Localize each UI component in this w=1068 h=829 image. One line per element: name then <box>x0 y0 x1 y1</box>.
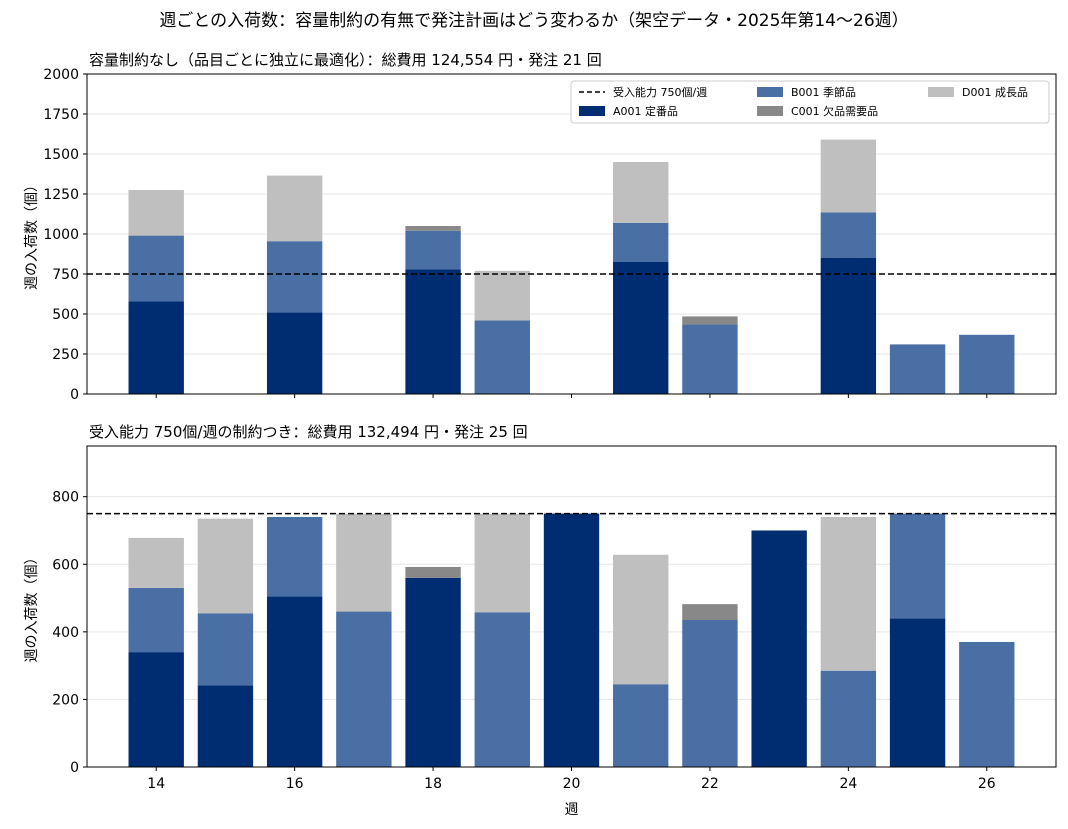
bar-segment <box>820 212 877 258</box>
y-tick-label: 500 <box>52 307 79 323</box>
x-tick-label: 16 <box>286 776 304 792</box>
bar-segment <box>751 530 807 767</box>
bar-segment <box>266 241 323 313</box>
x-tick-label: 20 <box>563 776 581 792</box>
y-tick-label: 1000 <box>43 227 79 243</box>
bar-segment <box>613 554 669 685</box>
bar-segment <box>682 316 738 325</box>
y-tick-label: 1500 <box>43 147 79 163</box>
panel-title: 容量制約なし（品目ごとに独立に最適化）：総費用 124,554 円・発注 21 … <box>89 51 602 69</box>
bar-segment <box>820 258 877 394</box>
y-tick-label: 2000 <box>43 67 79 83</box>
bar-segment <box>405 226 461 231</box>
legend-item: D001 成長品 <box>928 86 1028 99</box>
bar-segment <box>820 516 877 671</box>
bar-segment <box>959 641 1015 767</box>
figure-suptitle: 週ごとの入荷数：容量制約の有無で発注計画はどう変わるか（架空データ・2025年第… <box>159 10 908 31</box>
bar-segment <box>820 139 877 213</box>
legend-item: C001 欠品需要品 <box>757 104 878 118</box>
legend-label: C001 欠品需要品 <box>791 104 878 118</box>
bar-segment <box>613 162 669 223</box>
bar-segment <box>889 618 946 767</box>
y-tick-label: 400 <box>52 625 79 641</box>
bar-segment <box>128 537 184 588</box>
y-tick-label: 0 <box>70 760 79 776</box>
bar-segment <box>128 190 184 236</box>
y-tick-label: 750 <box>52 267 79 283</box>
y-tick-label: 1750 <box>43 107 79 123</box>
bar-segment <box>197 613 254 686</box>
legend-swatch <box>928 87 954 97</box>
bar-segment <box>266 312 323 394</box>
panel-1: 0 250 500 750 1000 1250 1500 1750 2000 容量制約なし（品目ご… <box>24 51 1057 403</box>
legend-label: D001 成長品 <box>962 86 1028 99</box>
bar-segment <box>266 175 323 242</box>
y-axis-label: 週の入荷数（個） <box>24 178 40 290</box>
legend-swatch <box>757 106 783 116</box>
x-axis-label: 週 <box>565 802 579 818</box>
bar-segment <box>474 320 530 394</box>
x-tick-label: 26 <box>978 776 996 792</box>
bar-segment <box>474 513 530 613</box>
legend-swatch <box>757 87 783 97</box>
y-tick-label: 800 <box>52 490 79 506</box>
bar-segment <box>613 684 669 767</box>
bar-segment <box>613 262 669 394</box>
legend-item: 受入能力 750個/週 <box>579 85 707 99</box>
x-tick-label: 14 <box>147 776 165 792</box>
bar-segment <box>197 518 254 614</box>
panel-2: 0 200 400 600 800 14 16 18 20 22 24 26 受入能力 750個/週の制… <box>24 423 1057 818</box>
y-tick-label: 600 <box>52 557 79 573</box>
y-tick-label: 1250 <box>43 187 79 203</box>
bar-segment <box>889 344 946 394</box>
bar-segment <box>128 587 184 653</box>
bar-segment <box>336 611 392 767</box>
bar-segment <box>959 334 1015 394</box>
bar-segment <box>128 301 184 394</box>
bar-segment <box>266 596 323 767</box>
legend-item: A001 定番品 <box>579 104 678 118</box>
legend: 受入能力 750個/週 A001 定番品 B001 季節品 C001 欠品需要品 D00… <box>570 80 1050 124</box>
y-tick-label: 0 <box>70 387 79 403</box>
panel-title: 受入能力 750個/週の制約つき：総費用 132,494 円・発注 25 回 <box>89 423 528 441</box>
bar-segment <box>682 324 738 394</box>
y-tick-label: 200 <box>52 692 79 708</box>
y-tick-label: 250 <box>52 347 79 363</box>
bar-segment <box>474 270 530 321</box>
y-axis-label: 週の入荷数（個） <box>24 551 40 663</box>
x-tick-label: 24 <box>839 776 857 792</box>
bar-segment <box>474 612 530 767</box>
bar-segment <box>682 620 738 767</box>
bar-segment <box>405 566 461 578</box>
legend-label: B001 季節品 <box>791 85 856 99</box>
bar-segment <box>336 513 392 612</box>
bar-segment <box>128 235 184 302</box>
legend-swatch <box>579 106 605 116</box>
bar-segment <box>405 230 461 270</box>
legend-label: 受入能力 750個/週 <box>613 85 707 99</box>
bar-segment <box>613 222 669 262</box>
legend-label: A001 定番品 <box>613 104 678 118</box>
legend-item: B001 季節品 <box>757 85 856 99</box>
bar-segment <box>405 269 461 394</box>
bar-segment <box>543 513 600 767</box>
bar-segment <box>266 516 323 597</box>
bar-segment <box>889 513 946 619</box>
x-tick-label: 22 <box>701 776 719 792</box>
bar-segment <box>197 685 254 767</box>
bar-segment <box>128 652 184 767</box>
bar-segment <box>682 604 738 621</box>
bar-segment <box>820 670 877 767</box>
bar-segment <box>405 577 461 767</box>
x-tick-label: 18 <box>424 776 442 792</box>
